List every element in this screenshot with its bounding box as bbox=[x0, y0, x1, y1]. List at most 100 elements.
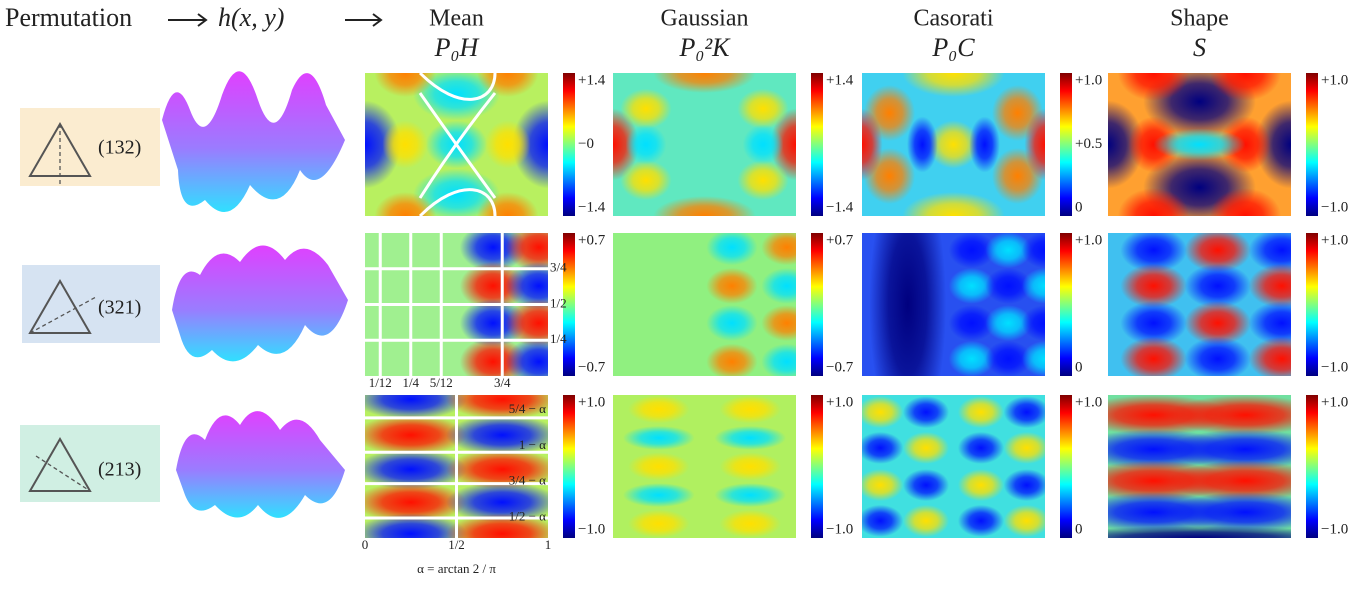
colorbar-label: +1.0 bbox=[1075, 72, 1102, 88]
axis-label: 5/12 bbox=[430, 375, 453, 390]
heatmap-blob bbox=[620, 89, 671, 129]
colorbar bbox=[1306, 233, 1318, 376]
colorbar-label: +0.5 bbox=[1075, 136, 1102, 152]
heatmap-blob bbox=[1120, 337, 1187, 381]
heatmap-blob bbox=[706, 305, 757, 341]
heatmap-blob bbox=[903, 469, 949, 501]
heatmap-blob bbox=[737, 89, 788, 129]
heatmap-blob bbox=[623, 483, 695, 507]
colorbar-label: 0 bbox=[1075, 359, 1083, 375]
colorbar-label: +1.0 bbox=[578, 394, 605, 410]
row-label: (321) bbox=[98, 297, 141, 319]
column-symbol: P₀H bbox=[434, 33, 480, 62]
colorbar-label: −1.4 bbox=[578, 199, 606, 215]
heatmap-blob bbox=[477, 192, 538, 240]
heatmap-blob bbox=[1153, 128, 1245, 160]
colorbar-label: −1.0 bbox=[1321, 359, 1348, 375]
heatmap-blob bbox=[620, 160, 671, 200]
heatmap bbox=[613, 395, 796, 538]
colorbar bbox=[811, 73, 823, 216]
axis-label: 5/4 − α bbox=[509, 401, 546, 416]
heatmap-blob bbox=[1004, 432, 1050, 464]
heatmap-blob bbox=[720, 452, 781, 480]
heatmap-blob bbox=[903, 396, 949, 428]
axis-label: 1 − α bbox=[519, 437, 546, 452]
heatmap-blob bbox=[375, 192, 436, 240]
heatmap-blob bbox=[477, 49, 538, 97]
colorbar-label: +1.0 bbox=[826, 394, 853, 410]
column-symbol: P₀C bbox=[931, 33, 975, 62]
heatmap-blob bbox=[653, 196, 755, 236]
colorbar-label: +1.0 bbox=[1321, 232, 1348, 248]
heatmap-blob bbox=[958, 505, 1004, 537]
row-label: (132) bbox=[98, 137, 141, 159]
colorbar bbox=[1060, 395, 1072, 538]
heatmap bbox=[842, 49, 1066, 240]
axis-label: 1/2 − α bbox=[509, 508, 546, 523]
heatmap-blob bbox=[1209, 45, 1281, 101]
heatmap-blob bbox=[375, 49, 436, 97]
colorbar bbox=[1060, 73, 1072, 216]
axis-label: 3/4 bbox=[550, 260, 567, 275]
heatmap-blob bbox=[1004, 505, 1050, 537]
heatmap-blob bbox=[706, 344, 757, 380]
heatmap-blob bbox=[1168, 395, 1322, 435]
colorbar-label: +1.4 bbox=[826, 72, 854, 88]
colorbar-label: +1.0 bbox=[1321, 72, 1348, 88]
heatmap-blob bbox=[857, 469, 903, 501]
colorbar-label: +1.0 bbox=[1075, 394, 1102, 410]
axis-label: 1/2 bbox=[448, 537, 465, 552]
heatmap-blob bbox=[628, 452, 689, 480]
heatmap-blob bbox=[857, 432, 903, 464]
colorbar bbox=[811, 395, 823, 538]
colorbar-label: +0.7 bbox=[826, 232, 854, 248]
colorbar-label: −0 bbox=[578, 136, 594, 152]
heatmap-blob bbox=[382, 120, 428, 168]
colorbar-label: +0.7 bbox=[578, 232, 606, 248]
heatmap-blob bbox=[485, 120, 531, 168]
heatmap-blob bbox=[714, 426, 786, 450]
heatmap-blob bbox=[743, 124, 784, 164]
row-label: (213) bbox=[98, 459, 141, 481]
axis-label: 1/12 bbox=[369, 375, 392, 390]
heatmap-blob bbox=[625, 124, 666, 164]
heatmap-blob bbox=[1004, 469, 1050, 501]
heatmap bbox=[613, 229, 812, 379]
surfaces bbox=[162, 71, 348, 518]
colorbar-label: 0 bbox=[1075, 521, 1083, 537]
heatmap-blob bbox=[958, 432, 1004, 464]
axis-label: 0 bbox=[362, 537, 369, 552]
figure: Permutation h(x, y) (132)+1.4−0−1.4+1.4−… bbox=[0, 0, 1370, 591]
heatmap bbox=[329, 49, 584, 240]
colorbar bbox=[811, 233, 823, 376]
axis-label: 3/4 − α bbox=[509, 473, 546, 488]
column-name: Shape bbox=[1170, 6, 1229, 32]
heatmap-blob bbox=[628, 510, 689, 538]
colorbar-label: +1.0 bbox=[1321, 394, 1348, 410]
column-symbol: S bbox=[1193, 33, 1206, 62]
heatmap-blob bbox=[706, 268, 757, 304]
colorbar bbox=[563, 395, 575, 538]
colorbar-label: −0.7 bbox=[578, 359, 606, 375]
heatmap bbox=[857, 395, 1050, 538]
heatmap-blob bbox=[1025, 108, 1066, 180]
heatmap-blob bbox=[1184, 337, 1251, 381]
heatmap-blob bbox=[628, 395, 689, 423]
colorbar bbox=[563, 73, 575, 216]
heatmap-blob bbox=[842, 108, 883, 180]
heatmap bbox=[1072, 45, 1327, 244]
heatmap-blob bbox=[969, 116, 1000, 172]
heatmap bbox=[1108, 228, 1315, 381]
column-name: Gaussian bbox=[661, 6, 749, 32]
heatmap bbox=[365, 223, 572, 385]
colorbar-label: −0.7 bbox=[826, 359, 854, 375]
axis-label: 1 bbox=[545, 537, 552, 552]
colorbar-label: +1.0 bbox=[1075, 232, 1102, 248]
heatmap-blob bbox=[623, 426, 695, 450]
colorbar-label: −1.0 bbox=[826, 521, 853, 537]
colorbar bbox=[1306, 395, 1318, 538]
colorbar bbox=[1060, 233, 1072, 376]
colorbar-label: −1.0 bbox=[1321, 521, 1348, 537]
axis-label: 1/4 bbox=[550, 331, 567, 346]
alpha-definition: α = arctan 2 / π bbox=[417, 561, 496, 576]
